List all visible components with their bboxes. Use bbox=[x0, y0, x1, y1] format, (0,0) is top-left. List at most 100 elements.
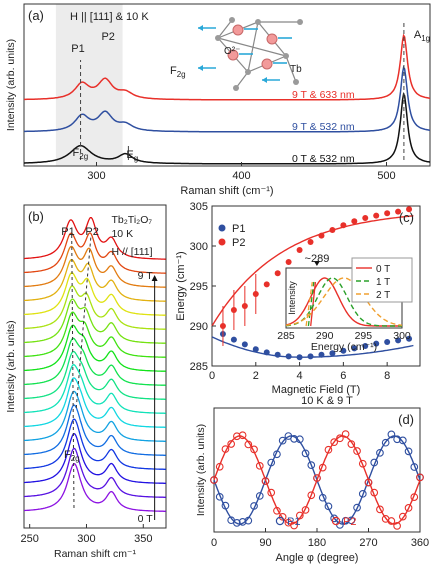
series-label: 9 T & 532 nm bbox=[292, 121, 355, 133]
data-point bbox=[329, 227, 336, 233]
x-tick-label: 300 bbox=[87, 170, 105, 182]
peak-label: P2 bbox=[101, 31, 114, 43]
data-point bbox=[341, 516, 350, 525]
tb-atom bbox=[229, 17, 235, 23]
data-point bbox=[330, 514, 339, 523]
x-tick-label: 8 bbox=[384, 370, 390, 382]
data-point bbox=[324, 502, 333, 511]
data-point bbox=[290, 435, 298, 443]
p2-trace bbox=[75, 234, 92, 409]
data-point bbox=[290, 521, 298, 530]
terbium-label: Tb bbox=[290, 64, 302, 75]
tb-atom bbox=[245, 69, 251, 75]
data-point bbox=[295, 511, 304, 520]
data-point bbox=[358, 459, 367, 468]
x-tick-label: 350 bbox=[134, 533, 152, 545]
peak-label: F2g bbox=[64, 449, 80, 463]
tb-atom bbox=[233, 85, 239, 91]
data-point bbox=[318, 232, 325, 239]
inset-legend-label: 0 T bbox=[376, 264, 390, 275]
data-point bbox=[395, 337, 402, 344]
tb-atom bbox=[297, 19, 303, 25]
data-point bbox=[410, 463, 419, 471]
spectrum-line bbox=[24, 447, 166, 498]
x-axis-label: Angle φ (degree) bbox=[276, 552, 359, 564]
data-point bbox=[230, 336, 237, 343]
x-tick-label: 300 bbox=[77, 533, 95, 545]
plot-frame bbox=[23, 3, 431, 167]
inset-legend-label: 2 T bbox=[376, 290, 390, 301]
data-point bbox=[376, 505, 384, 514]
data-point bbox=[406, 335, 413, 342]
inset-marker bbox=[313, 261, 320, 266]
data-point bbox=[318, 493, 327, 502]
field-max-label: 9 T bbox=[138, 270, 154, 282]
mode-label: F2g bbox=[170, 65, 186, 79]
data-point bbox=[324, 445, 333, 454]
data-point bbox=[241, 341, 248, 348]
data-point bbox=[215, 492, 224, 501]
data-point bbox=[351, 218, 358, 225]
data-point bbox=[252, 346, 259, 353]
tb-atom bbox=[293, 79, 299, 85]
data-point bbox=[255, 461, 264, 470]
inset-edge bbox=[310, 281, 317, 327]
data-point bbox=[221, 445, 230, 453]
x-tick-label: 0 bbox=[211, 537, 217, 549]
data-point bbox=[393, 522, 401, 530]
inset-x-axis-label: Energy (cm⁻¹) bbox=[311, 341, 377, 353]
y-tick-label: 305 bbox=[190, 201, 208, 213]
data-point bbox=[278, 436, 287, 445]
spectrum-line bbox=[24, 216, 166, 260]
panel-b: (b) P1 P2 Tb₂Ti₂O₇ 10 K H // [111] F2g 9 T 0 T 25… bbox=[5, 204, 167, 560]
data-point bbox=[381, 438, 390, 447]
data-point bbox=[416, 473, 424, 482]
arrow-head bbox=[262, 77, 267, 83]
spectrum-line bbox=[24, 33, 431, 101]
data-point bbox=[285, 259, 292, 265]
data-point bbox=[233, 519, 241, 527]
peak-label: P1 bbox=[71, 43, 84, 55]
data-point bbox=[244, 440, 253, 449]
data-point bbox=[273, 506, 281, 515]
data-point bbox=[376, 448, 384, 457]
plot-frame bbox=[213, 407, 421, 533]
data-point bbox=[384, 339, 391, 345]
data-point bbox=[404, 447, 413, 456]
data-point bbox=[296, 247, 303, 253]
inset-x-tick-label: 290 bbox=[316, 330, 334, 342]
spectrum-line bbox=[24, 92, 431, 165]
oxygen-label: O²⁻ bbox=[224, 46, 240, 57]
data-point bbox=[244, 516, 253, 525]
data-point bbox=[230, 307, 237, 313]
data-point bbox=[210, 476, 218, 484]
data-point bbox=[351, 345, 358, 352]
data-point bbox=[238, 518, 247, 526]
legend-marker bbox=[331, 516, 341, 526]
legend-label: P1 bbox=[232, 223, 245, 235]
data-point bbox=[370, 488, 379, 497]
inset-x-tick-label: 300 bbox=[393, 330, 411, 342]
data-point bbox=[285, 353, 292, 360]
panel-d: 0 90 180 270 360 Angle φ (degree) Intensity (a… bbox=[195, 395, 429, 564]
tb-atom bbox=[215, 35, 221, 41]
data-point bbox=[313, 474, 321, 482]
data-point bbox=[278, 512, 287, 521]
spectrum-line bbox=[23, 324, 166, 372]
spectrum-line bbox=[23, 298, 166, 344]
oxygen-atom bbox=[261, 58, 273, 70]
data-point bbox=[387, 430, 396, 439]
data-point bbox=[274, 270, 281, 277]
panel-label: (d) bbox=[398, 412, 414, 427]
legend-label: P1 bbox=[287, 516, 300, 528]
data-point bbox=[241, 303, 248, 309]
data-point bbox=[387, 517, 396, 525]
x-tick-label: 360 bbox=[411, 537, 429, 549]
spectrum-line bbox=[24, 462, 166, 512]
data-point bbox=[221, 501, 230, 510]
data-point bbox=[341, 430, 350, 438]
data-point bbox=[362, 343, 369, 349]
peak-label: F2g bbox=[73, 147, 89, 161]
data-point bbox=[263, 281, 270, 288]
x-axis-label: Magnetic Field (T) bbox=[272, 384, 361, 396]
